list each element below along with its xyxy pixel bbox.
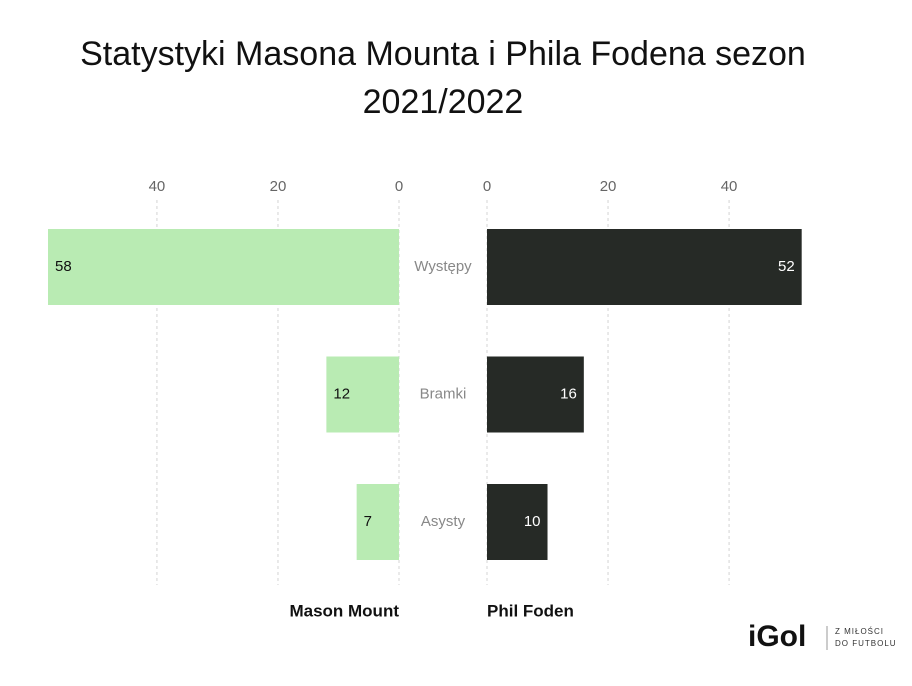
bar [487,484,548,560]
category-label: Występy [414,258,472,275]
legend-label: Mason Mount [289,601,399,620]
bar [48,229,399,305]
logo-tagline: Z MIŁOŚCI [835,627,884,636]
x-tick-label: 40 [721,178,738,195]
legend-label: Phil Foden [487,601,574,620]
x-tick-label: 20 [600,178,617,195]
logo-brand: iGol [748,620,806,653]
x-tick-label: 40 [149,178,166,195]
data-label: 52 [778,258,795,275]
data-label: 12 [333,385,350,402]
x-tick-label: 20 [270,178,287,195]
logo-tagline: DO FUTBOLU [835,639,897,648]
data-label: 7 [364,513,372,530]
bar [326,356,399,433]
chart-title: Statystyki Masona Mounta i Phila Fodena … [80,35,806,121]
category-label: Asysty [421,513,466,530]
x-tick-label: 0 [395,178,403,195]
bar [487,229,802,305]
data-label: 16 [560,385,577,402]
bar [487,356,584,433]
bar [356,484,399,560]
data-label: 10 [524,513,541,530]
category-label: Bramki [420,385,467,402]
data-label: 58 [55,258,72,275]
x-tick-label: 0 [483,178,491,195]
